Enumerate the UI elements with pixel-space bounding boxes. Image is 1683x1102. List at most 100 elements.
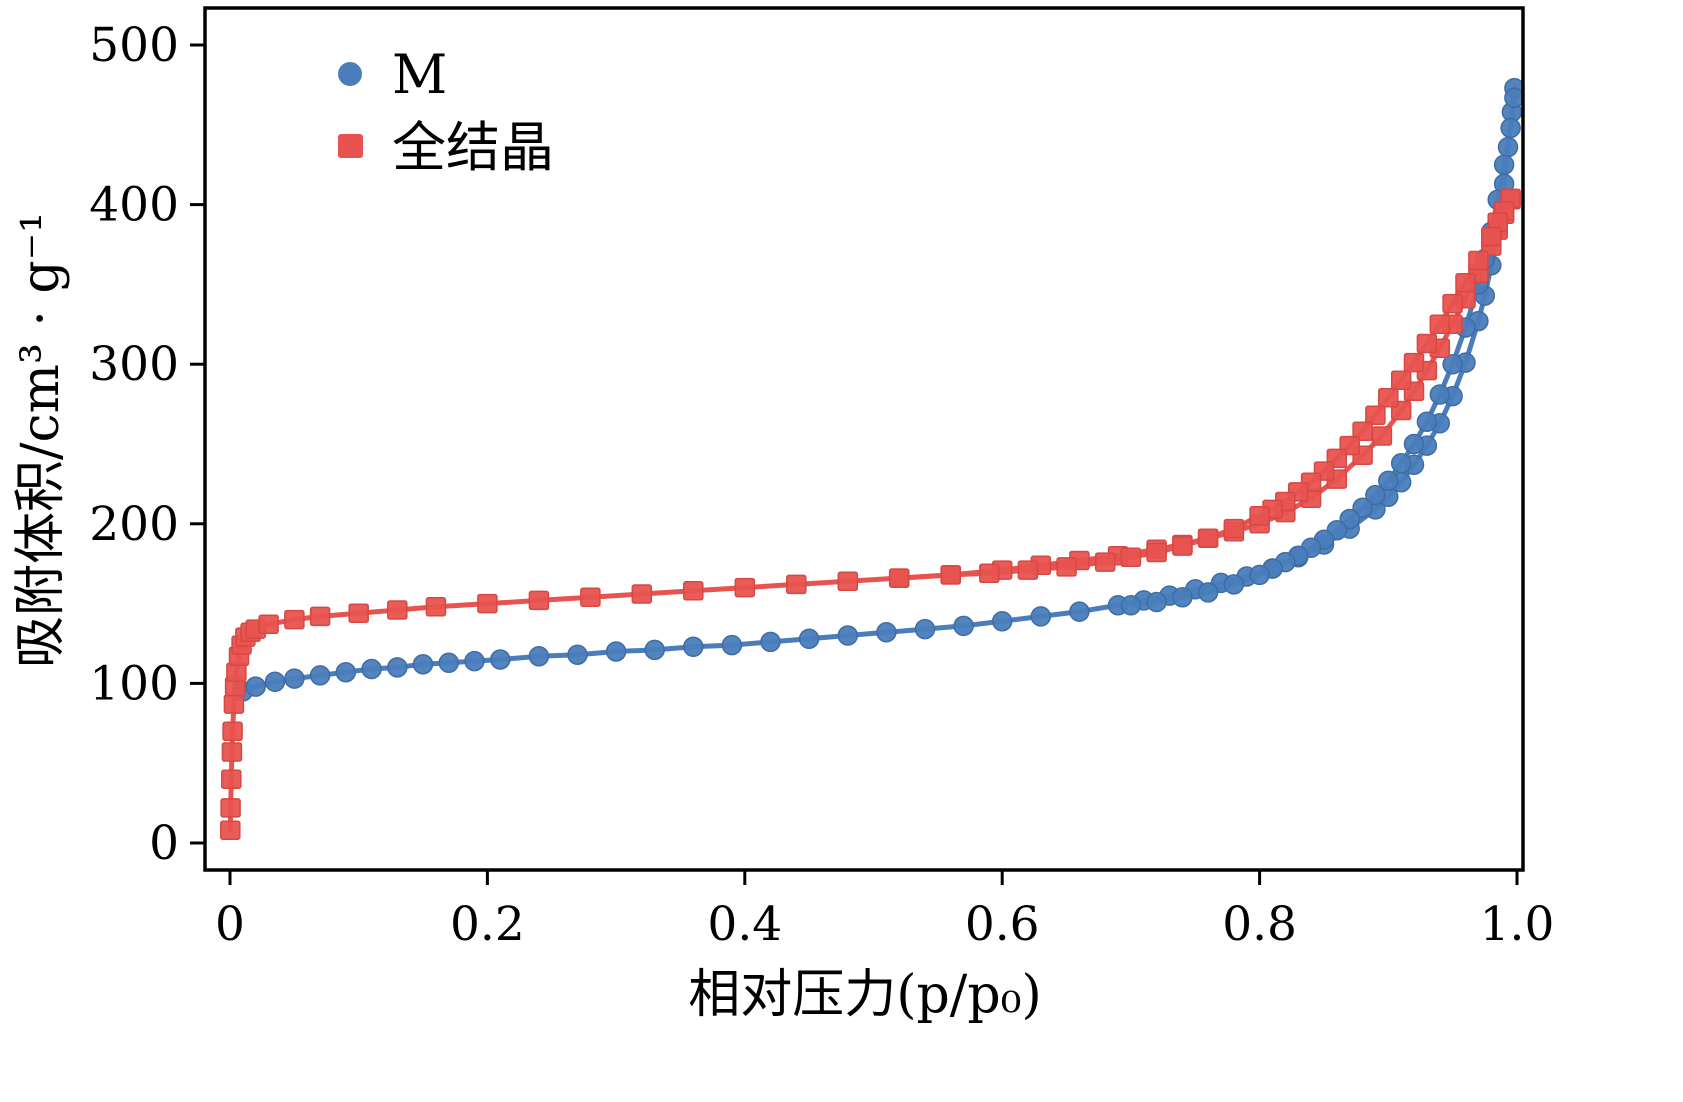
- data-point-circle: [335, 661, 357, 683]
- data-point-circle: [1146, 591, 1167, 613]
- data-point-circle: [1120, 594, 1142, 616]
- data-point-circle: [953, 615, 974, 637]
- data-point-square: [683, 581, 704, 601]
- data-point-square: [348, 603, 369, 623]
- data-point-circle: [284, 668, 305, 689]
- data-point-circle: [1197, 582, 1219, 603]
- data-point-square: [1442, 293, 1463, 314]
- x-tick-label: 0.6: [965, 897, 1040, 952]
- data-point-circle: [1497, 136, 1519, 158]
- data-point-square: [1455, 273, 1476, 293]
- data-point-square: [221, 769, 242, 789]
- data-point-square: [940, 565, 961, 585]
- data-point-square: [1352, 421, 1373, 441]
- x-tick-label: 0.4: [707, 897, 782, 952]
- data-point-circle: [309, 665, 331, 686]
- data-point-square: [1481, 226, 1502, 247]
- data-point-circle: [264, 671, 286, 693]
- x-tick-label: 0.8: [1222, 897, 1297, 952]
- data-point-square: [1146, 542, 1167, 563]
- data-point-circle: [1416, 411, 1438, 432]
- data-point-circle: [245, 676, 266, 697]
- data-point-square: [220, 798, 241, 818]
- data-point-circle: [991, 610, 1013, 632]
- y-axis-label: 吸附体积/cm³ · g⁻¹: [11, 212, 71, 668]
- data-point-square: [1223, 518, 1245, 539]
- data-point-square: [631, 584, 653, 604]
- data-point-circle: [1172, 586, 1193, 608]
- data-point-circle: [1500, 117, 1521, 139]
- data-point-circle: [837, 625, 859, 646]
- legend-label-series-m: M: [392, 43, 447, 106]
- data-point-circle: [464, 650, 485, 672]
- data-point-circle: [760, 631, 781, 653]
- x-axis-label: 相对压力(p/p₀): [688, 965, 1042, 1025]
- data-point-square: [1371, 426, 1393, 446]
- y-tick-label: 300: [89, 337, 179, 392]
- data-point-square: [786, 574, 807, 595]
- plot-series-layer: [220, 77, 1525, 840]
- plot-border: [203, 6, 1525, 872]
- data-point-square: [1249, 506, 1270, 526]
- data-point-circle: [1069, 601, 1090, 622]
- y-tick-label: 200: [89, 497, 179, 552]
- x-tick-label: 0.2: [450, 897, 525, 952]
- x-tick-label: 0: [215, 897, 245, 952]
- data-point-square: [1390, 370, 1412, 390]
- data-point-square: [1416, 333, 1438, 354]
- data-point-circle: [1365, 484, 1386, 506]
- data-point-square: [425, 597, 447, 617]
- data-point-square: [222, 721, 243, 742]
- y-tick-label: 0: [149, 816, 179, 871]
- data-point-square: [477, 593, 498, 614]
- data-point-square: [221, 742, 243, 762]
- y-tick-label: 500: [89, 18, 179, 73]
- data-point-circle: [1493, 154, 1515, 175]
- series-circle-desorption-line: [1128, 95, 1517, 608]
- data-point-circle: [1504, 87, 1525, 108]
- data-point-circle: [1352, 497, 1373, 519]
- data-point-circle: [644, 639, 665, 661]
- data-point-circle: [412, 653, 434, 675]
- data-point-square: [888, 568, 910, 588]
- y-tick-label: 100: [89, 656, 179, 711]
- data-point-circle: [876, 622, 897, 643]
- data-point-circle: [605, 641, 627, 662]
- legend-marker-square-icon: [338, 134, 363, 158]
- data-point-square: [309, 606, 331, 627]
- data-point-circle: [1249, 564, 1270, 586]
- data-point-square: [979, 563, 1000, 584]
- data-point-square: [1429, 314, 1451, 335]
- data-point-square: [837, 571, 859, 592]
- data-point-circle: [490, 649, 511, 670]
- data-point-circle: [798, 628, 820, 649]
- data-point-square: [258, 614, 279, 635]
- data-point-square: [284, 609, 305, 630]
- data-point-circle: [1223, 574, 1245, 595]
- data-point-circle: [1030, 606, 1052, 627]
- legend: M 全结晶: [338, 43, 554, 179]
- data-point-square: [1403, 352, 1425, 373]
- data-point-square: [528, 590, 550, 611]
- data-point-circle: [361, 658, 382, 680]
- axes-layer: 0 0.2 0.4 0.6 0.8 1.0 0 100 200 300 400 500: [89, 6, 1555, 952]
- data-point-circle: [438, 652, 460, 673]
- data-point-circle: [1442, 353, 1463, 375]
- data-point-square: [1468, 250, 1489, 271]
- data-point-square: [1172, 536, 1193, 556]
- data-point-circle: [1429, 384, 1451, 405]
- data-point-circle: [1339, 508, 1360, 530]
- data-point-square: [1365, 405, 1386, 426]
- series-square-adsorption-line: [227, 197, 1514, 833]
- data-point-square: [734, 577, 756, 598]
- legend-label-series-quanjiejing: 全结晶: [392, 116, 554, 179]
- data-point-circle: [914, 618, 936, 640]
- x-tick-label: 1.0: [1480, 897, 1555, 952]
- data-point-square: [1056, 557, 1077, 577]
- data-point-square: [1378, 387, 1399, 408]
- legend-marker-circle-icon: [338, 62, 362, 86]
- data-point-square: [220, 820, 241, 840]
- data-point-circle: [1403, 433, 1425, 455]
